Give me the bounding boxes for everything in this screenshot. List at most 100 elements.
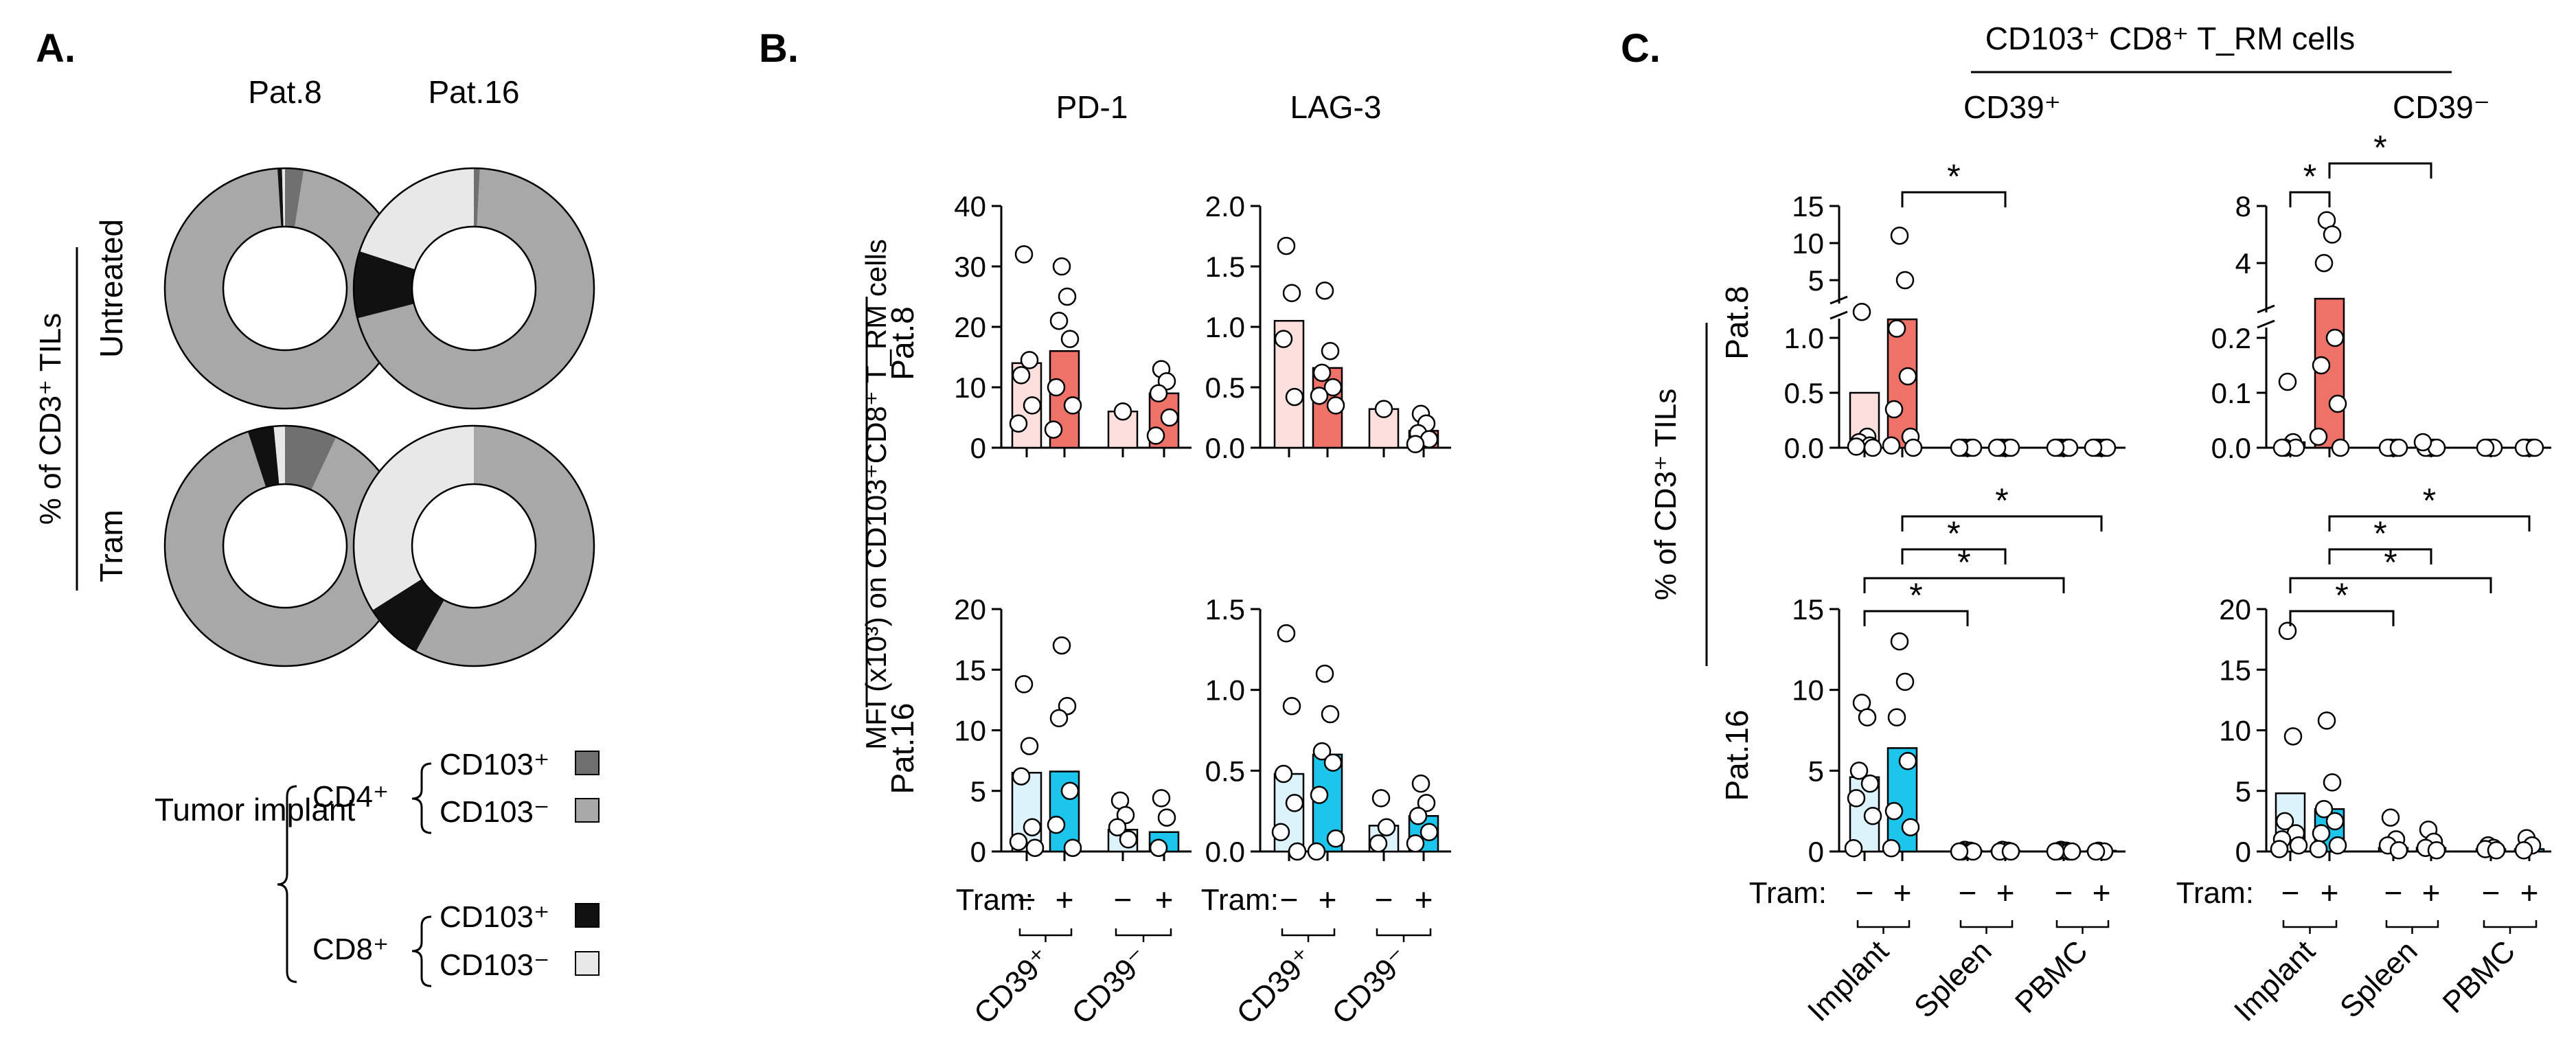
y-tick-label: 10: [954, 371, 986, 404]
significance-bracket: [2289, 191, 2331, 207]
tram-label-c-cd39pos: Tram:: [1749, 876, 1827, 910]
tram-sign: −: [1280, 882, 1299, 917]
group-bracket: [2385, 920, 2439, 934]
point-1-4: [1047, 378, 1066, 397]
tram-sign: −: [2384, 875, 2403, 911]
point-2-3: [2389, 841, 2408, 860]
x-group-label: CD39⁺: [1230, 941, 1320, 1031]
point-1-4: [1047, 815, 1066, 834]
point-1-4: [1310, 387, 1329, 405]
x-group-label: CD39⁺: [968, 941, 1058, 1031]
panel-b-pat8-label: Pat.8: [885, 306, 920, 380]
chart-B-LAG3-Pat8: 0.0 0.5 1.0 1.5 2.0: [1205, 190, 1451, 464]
significance-star: *: [2373, 514, 2386, 553]
y-tick-label: 15: [954, 654, 986, 686]
pat8-column-label: Pat.8: [248, 74, 321, 110]
significance-bracket: [1863, 610, 1969, 626]
point-1-5: [2328, 394, 2347, 413]
point-1-4: [2312, 356, 2331, 375]
x-group-label: CD39⁻: [1065, 941, 1155, 1031]
tram-sign: +: [2520, 875, 2539, 911]
point-0-3: [1285, 794, 1304, 812]
panel-b-pat16-label: Pat.16: [885, 703, 920, 794]
donut-3-hole: [411, 483, 537, 609]
chart-C-CD39pos-Pat8: 0.0 0.5 1.0 5 10 15: [1784, 190, 2125, 464]
point-1-6: [1882, 839, 1901, 858]
cd39neg-column-title: CD39⁻: [2393, 89, 2490, 125]
panel-a-label: A.: [36, 26, 76, 71]
point-1-2: [1049, 311, 1069, 330]
point-2-3: [2389, 438, 2408, 457]
point-1-0: [1052, 257, 1071, 276]
chart-C-CD39neg-Pat8: 0.0 0.1 0.2 4 8: [2211, 190, 2551, 464]
point-2-0: [2381, 808, 2400, 827]
point-1-3: [1060, 330, 1080, 348]
donut-2-hole: [222, 483, 348, 609]
y-tick-label: 0.0: [1205, 432, 1245, 464]
point-2-0: [1113, 402, 1132, 421]
legend-swatch-cd4-cd103pos: [575, 751, 600, 775]
point-1-2: [2314, 799, 2334, 819]
point-0-5: [1863, 806, 1882, 825]
point-2-3: [1119, 830, 1138, 849]
donut-1-slice-1: [357, 168, 595, 409]
point-0-5: [1288, 842, 1307, 861]
point-0-0: [1014, 245, 1034, 264]
y-tick-label: 5: [1808, 264, 1824, 297]
point-5-3: [2525, 438, 2544, 457]
significance-star: *: [1995, 481, 2008, 520]
point-1-3: [1060, 781, 1080, 800]
point-0-0: [2278, 372, 2297, 391]
panel-b-tram-signs: − + − +CD39⁺ CD39⁻− + − +CD39⁺ CD39⁻: [968, 882, 1433, 1031]
y-tick-label: 0.5: [1205, 371, 1245, 404]
point-1-5: [1901, 818, 1920, 836]
panel-b-y-title: MFI (x10³) on CD103⁺CD8⁺ T_RM cells: [860, 239, 892, 750]
group-bracket: [2282, 920, 2338, 934]
point-3-4: [1987, 438, 2007, 457]
y-tick-label: 4: [2235, 247, 2251, 279]
y-tick-label: 20: [954, 311, 986, 343]
point-1-2: [2314, 253, 2334, 273]
tram-label-b-pd1: Tram:: [956, 883, 1034, 917]
legend-swatch-cd8-cd103neg: [575, 951, 600, 976]
chart-B-PD1-Pat16: 0 5 10 15 20: [954, 593, 1192, 868]
y-tick-label: 1.0: [1784, 322, 1824, 354]
point-2-4: [1950, 842, 1969, 861]
y-tick-label: 0.5: [1784, 377, 1824, 409]
axis-break-mark: [2257, 304, 2275, 329]
chart-C-CD39pos-Pat16: 0 5 10 15: [1792, 593, 2125, 868]
point-4-4: [2046, 842, 2065, 861]
point-0-4: [1271, 823, 1290, 842]
group-bracket: [1018, 928, 1073, 942]
donut-2-slice-1: [165, 431, 405, 666]
donut-1-slice-2: [354, 251, 415, 319]
point-1-5: [1326, 396, 1345, 415]
point-1-0: [2317, 711, 2336, 730]
point-0-3: [1860, 774, 1880, 793]
group-bracket: [1856, 920, 1911, 934]
y-tick-label: 1.0: [1205, 674, 1245, 707]
point-3-0: [1152, 789, 1171, 808]
point-0-0: [1277, 236, 1296, 255]
donut-1-slice-3: [359, 168, 474, 270]
tram-sign: −: [1114, 882, 1132, 917]
panel-c: C. CD103⁺ CD8⁺ T_RM cells CD39⁺ CD39⁻ % …: [1621, 21, 2551, 1028]
point-1-1: [1321, 705, 1340, 724]
donut-0-hole: [222, 225, 348, 352]
significance-star: *: [2423, 481, 2436, 520]
point-2-0: [1371, 789, 1391, 808]
point-5-4: [2084, 438, 2103, 457]
donut-1-hole: [411, 225, 537, 352]
point-3-0: [1411, 774, 1431, 793]
tram-sign: +: [1319, 882, 1337, 917]
point-3-4: [1406, 834, 1425, 853]
y-tick-label: 10: [1792, 674, 1824, 707]
point-1-7: [2331, 438, 2350, 457]
point-1-2: [1312, 363, 1332, 382]
point-1-0: [1315, 281, 1334, 300]
point-0-4: [2272, 438, 2292, 457]
point-1-0: [1052, 636, 1071, 655]
y-tick-label: 0.1: [2211, 377, 2251, 409]
untreated-row-label: Untreated: [93, 219, 129, 358]
point-3-4: [2413, 433, 2432, 452]
